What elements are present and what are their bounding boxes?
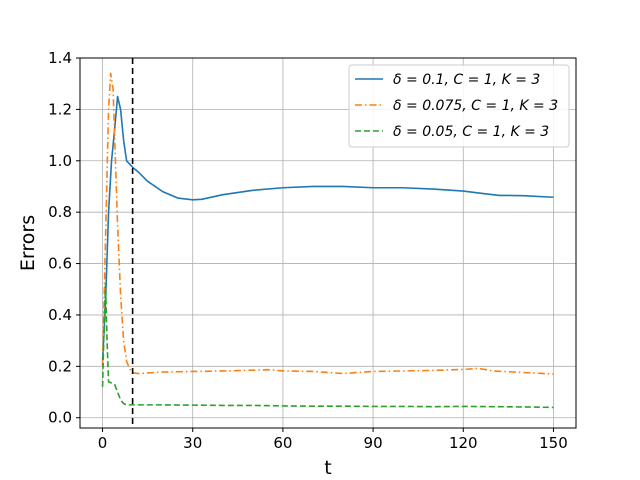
plot-frame xyxy=(79,57,577,429)
x-tick-label: 120 xyxy=(449,434,478,452)
x-tick-label: 30 xyxy=(183,434,202,452)
y-tick-label: 0.2 xyxy=(48,357,72,375)
legend-label-2: δ = 0.075, C = 1, K = 3 xyxy=(393,98,558,114)
legend-box xyxy=(348,64,570,148)
x-tick-label: 60 xyxy=(273,434,292,452)
y-tick-label: 1.0 xyxy=(48,152,72,170)
series-layer xyxy=(101,72,554,409)
x-tick-label: 90 xyxy=(364,434,383,452)
y-tick-label: 0.8 xyxy=(48,203,72,221)
y-tick-label: 1.2 xyxy=(48,100,72,118)
y-tick-label: 0.6 xyxy=(48,255,72,273)
tick-layer: 0 30 60 90 120 150 0.0 0.2 0.4 0.6 0.8 1.0 1.2 1.4 xyxy=(48,49,568,452)
y-tick-label: 1.4 xyxy=(48,49,72,67)
x-axis-label: t xyxy=(324,457,331,479)
y-axis-label: Errors xyxy=(17,215,39,271)
x-tick-label: 0 xyxy=(98,434,108,452)
legend-label-1: δ = 0.1, C = 1, K = 3 xyxy=(393,72,540,88)
y-tick-label: 0.0 xyxy=(48,409,72,427)
series-line-1 xyxy=(101,95,554,362)
legend: δ = 0.1, C = 1, K = 3 δ = 0.075, C = 1, K… xyxy=(348,64,570,148)
legend-label-3: δ = 0.05, C = 1, K = 3 xyxy=(393,124,549,140)
series-line-2 xyxy=(101,72,554,375)
series-line-3 xyxy=(101,283,554,409)
x-tick-label: 150 xyxy=(539,434,568,452)
y-tick-label: 0.4 xyxy=(48,306,72,324)
